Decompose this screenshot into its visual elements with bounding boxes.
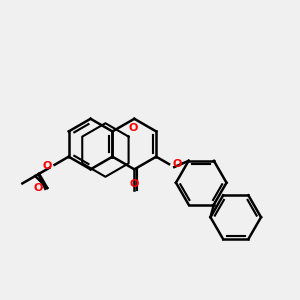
Text: O: O <box>130 178 139 189</box>
Text: O: O <box>172 159 182 169</box>
Text: O: O <box>33 183 43 193</box>
Text: O: O <box>128 123 137 133</box>
Text: O: O <box>43 161 52 171</box>
